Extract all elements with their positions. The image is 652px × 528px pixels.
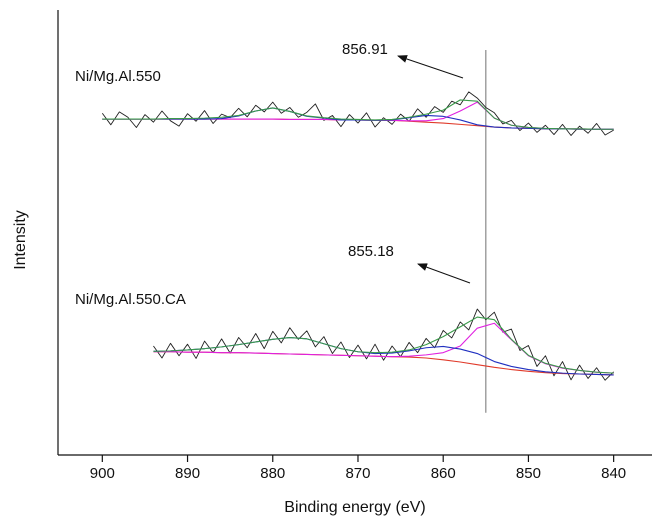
x-tick-label: 840 — [601, 465, 626, 482]
spectrum-line — [153, 322, 614, 374]
x-tick-label: 900 — [90, 465, 115, 482]
x-tick-label: 870 — [345, 465, 370, 482]
annotation: 856.91 — [342, 41, 388, 58]
spectrum-label: Ni/Mg.Al.550.CA — [75, 291, 186, 308]
spectrum-line — [153, 308, 614, 381]
x-tick-label: 850 — [516, 465, 541, 482]
spectrum-line — [101, 91, 614, 136]
y-axis-title: Intensity — [12, 210, 29, 270]
spectrum-line — [102, 99, 614, 130]
spectrum-label: Ni/Mg.Al.550 — [75, 68, 161, 85]
spectrum-line — [153, 316, 614, 374]
annotation-arrow — [397, 55, 464, 79]
annotation-arrow — [417, 263, 471, 284]
x-axis-title: Binding energy (eV) — [284, 499, 425, 516]
x-tick-label: 890 — [175, 465, 200, 482]
x-tick-label: 860 — [431, 465, 456, 482]
spectrum-line — [102, 101, 614, 130]
annotation: 855.18 — [348, 243, 394, 260]
x-tick-label: 880 — [260, 465, 285, 482]
